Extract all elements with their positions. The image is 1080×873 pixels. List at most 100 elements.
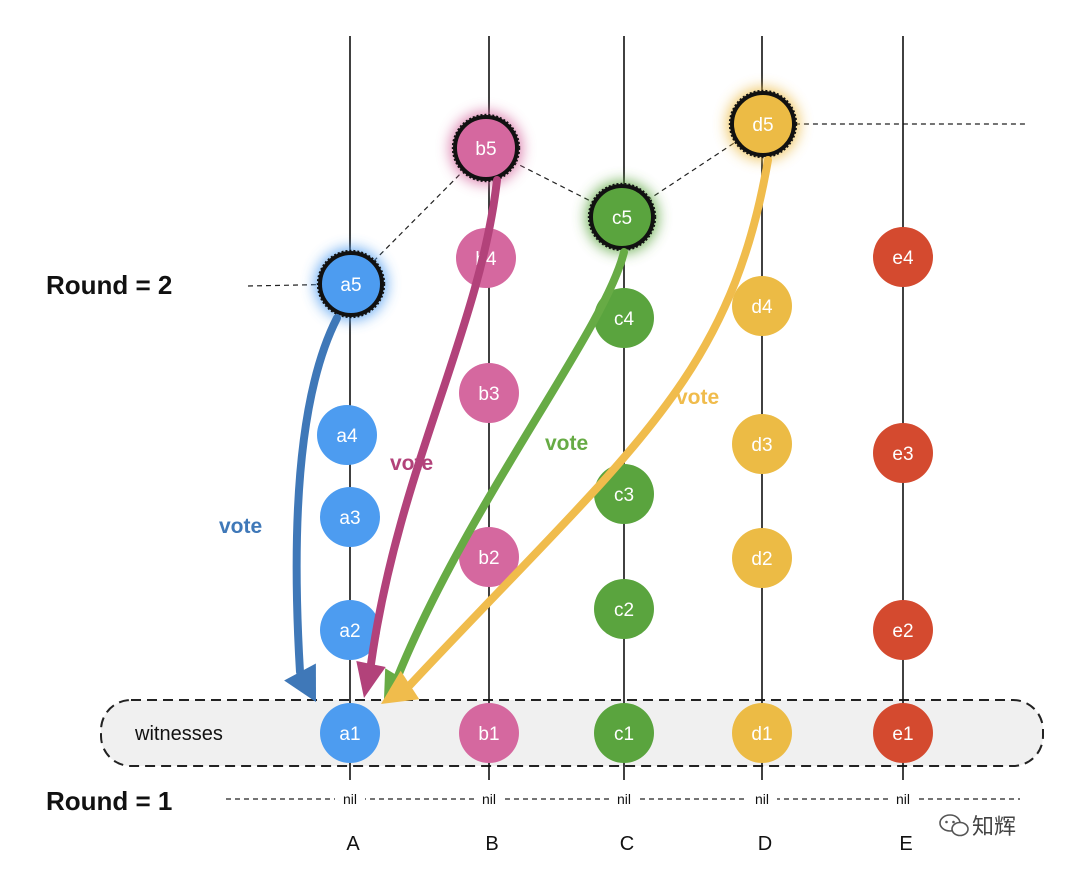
event-label: c3 xyxy=(614,485,634,506)
event-label: d4 xyxy=(751,297,773,318)
vote-arrow-c5: vote xyxy=(384,248,628,699)
nil-bg-a xyxy=(335,788,365,808)
event-circle xyxy=(320,703,380,763)
event-circle xyxy=(459,363,519,423)
vote-arrow-shaft xyxy=(406,156,772,689)
event-circle xyxy=(732,703,792,763)
event-a5: a5 xyxy=(316,249,386,319)
event-label: a1 xyxy=(339,724,360,745)
event-circle xyxy=(873,703,933,763)
event-circle xyxy=(594,288,654,348)
witness-ring-rough xyxy=(316,249,386,319)
vote-arrow-head xyxy=(284,663,316,702)
vote-arrows: vote vote vote vote xyxy=(219,156,772,704)
column-label-c: C xyxy=(620,833,634,855)
event-circle xyxy=(873,600,933,660)
event-label: d1 xyxy=(751,724,772,745)
event-circle xyxy=(732,414,792,474)
event-circle xyxy=(459,527,519,587)
event-e1: e1 xyxy=(873,703,933,763)
vote-arrow-head xyxy=(381,670,420,704)
witnesses-label: witnesses xyxy=(134,723,223,745)
event-d1: d1 xyxy=(732,703,792,763)
event-label: d3 xyxy=(751,435,772,456)
vote-label: vote xyxy=(676,386,719,409)
wechat-icon xyxy=(939,814,969,837)
nil-label: nil xyxy=(343,791,357,807)
event-e3: e3 xyxy=(873,423,933,483)
round-2-label: Round = 2 xyxy=(46,270,172,300)
nil-bg-e xyxy=(888,788,918,808)
event-c1: c1 xyxy=(594,703,654,763)
event-a1: a1 xyxy=(320,703,380,763)
event-label: a4 xyxy=(336,426,358,447)
event-b5: b5 xyxy=(451,113,521,183)
witness-glows xyxy=(315,88,799,320)
vote-arrow-a5: vote xyxy=(219,314,341,702)
column-label-e: E xyxy=(899,833,912,855)
witness-ring-rough xyxy=(451,113,521,183)
event-label: b3 xyxy=(478,384,499,405)
event-circle xyxy=(732,528,792,588)
event-label: c4 xyxy=(614,309,635,330)
event-label: a5 xyxy=(340,275,361,296)
vote-arrow-shaft xyxy=(394,248,628,680)
event-circle xyxy=(594,703,654,763)
event-label: a2 xyxy=(339,621,360,642)
nil-label: nil xyxy=(482,791,496,807)
event-circle xyxy=(594,579,654,639)
event-b3: b3 xyxy=(459,363,519,423)
nil-bg-d xyxy=(747,788,777,808)
event-c5: c5 xyxy=(587,182,657,252)
nil-bg-c xyxy=(609,788,639,808)
event-label: b1 xyxy=(478,724,499,745)
witness-ring xyxy=(318,251,384,317)
column-label-d: D xyxy=(758,833,772,855)
event-label: e3 xyxy=(892,444,913,465)
event-c3: c3 xyxy=(594,464,654,524)
vote-arrow-d5: vote xyxy=(381,156,772,704)
watermark-text: 知辉 xyxy=(972,815,1016,840)
event-circle xyxy=(320,487,380,547)
event-a4: a4 xyxy=(317,405,377,465)
witness-ring xyxy=(730,91,796,157)
event-d3: d3 xyxy=(732,414,792,474)
event-circle xyxy=(459,703,519,763)
event-label: e2 xyxy=(892,621,913,642)
event-label: d5 xyxy=(752,115,773,136)
event-d5: d5 xyxy=(728,89,798,159)
column-labels: A B C D E xyxy=(346,833,912,855)
vote-label: vote xyxy=(390,452,433,475)
event-circle xyxy=(733,94,793,154)
nil-label: nil xyxy=(755,791,769,807)
event-circle xyxy=(873,227,933,287)
event-label: a3 xyxy=(339,508,360,529)
witness-ring xyxy=(453,115,519,181)
vote-arrow-b5: vote xyxy=(356,176,501,698)
event-b2: b2 xyxy=(459,527,519,587)
column-label-b: B xyxy=(485,833,498,855)
nil-parents: nil nil nil nil nil xyxy=(335,788,918,808)
event-label: e4 xyxy=(892,248,914,269)
event-label: d2 xyxy=(751,549,772,570)
event-a3: a3 xyxy=(320,487,380,547)
event-circle xyxy=(592,187,652,247)
vote-label: vote xyxy=(219,515,262,538)
event-e4: e4 xyxy=(873,227,933,287)
event-nodes: a1a2a3a4a5b1b2b3b4b5c1c2c3c4c5d1d2d3d4d5… xyxy=(316,89,933,763)
event-e2: e2 xyxy=(873,600,933,660)
event-label: c1 xyxy=(614,724,634,745)
event-circle xyxy=(873,423,933,483)
event-c2: c2 xyxy=(594,579,654,639)
event-label: b5 xyxy=(475,139,496,160)
event-d4: d4 xyxy=(732,276,792,336)
nil-label: nil xyxy=(617,791,631,807)
event-label: e1 xyxy=(892,724,913,745)
column-label-a: A xyxy=(346,833,360,855)
witness-ring-rough xyxy=(728,89,798,159)
round-1-label: Round = 1 xyxy=(46,786,172,816)
event-b1: b1 xyxy=(459,703,519,763)
event-label: c2 xyxy=(614,600,634,621)
event-circle xyxy=(456,118,516,178)
event-label: b2 xyxy=(478,548,499,569)
